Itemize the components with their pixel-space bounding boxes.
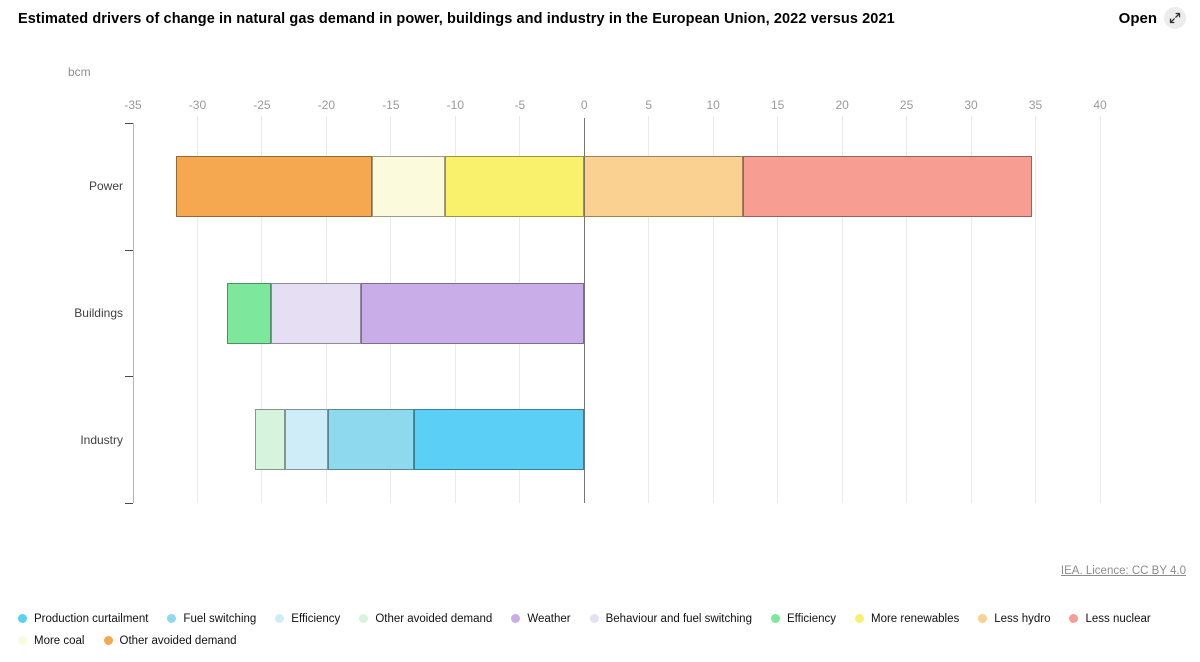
y-axis-tick [125, 123, 133, 124]
bar-segment-weather[interactable] [361, 282, 585, 344]
bar-segment-production-curtailment[interactable] [414, 409, 585, 471]
chart-legend: Production curtailment Fuel switching Effi… [18, 609, 1194, 650]
x-axis-tick-label: -5 [514, 98, 526, 112]
chart-title: Estimated drivers of change in natural g… [18, 11, 895, 27]
legend-dot [359, 614, 369, 623]
x-axis-tick-label: -20 [317, 98, 336, 112]
legend-dot [18, 614, 27, 623]
x-axis-tick-label: -25 [253, 98, 271, 112]
legend-label: Other avoided demand [375, 612, 493, 625]
x-axis-tick-label: 30 [964, 98, 978, 112]
legend-label: Weather [527, 612, 571, 625]
x-axis-tick-label: 15 [770, 98, 785, 112]
category-label-industry: Industry [80, 432, 123, 447]
legend-item-fuel-switching[interactable]: Fuel switching [167, 609, 256, 628]
legend-item-behaviour-and-fuel-switching[interactable]: Behaviour and fuel switching [589, 609, 752, 628]
bar-segment-behaviour-and-fuel-switching[interactable] [270, 282, 362, 344]
gridline [841, 116, 843, 503]
legend-label: Less nuclear [1085, 612, 1151, 625]
legend-label: Other avoided demand [119, 634, 237, 647]
bar-segment-fuel-switching[interactable] [327, 409, 415, 471]
legend-label: Behaviour and fuel switching [605, 612, 752, 625]
legend-dot [511, 614, 521, 623]
legend-label: Efficiency [786, 612, 836, 625]
legend-item-weather[interactable]: Weather [511, 609, 571, 628]
y-axis-tick [125, 376, 133, 378]
x-axis-tick-label: -10 [446, 98, 464, 112]
x-axis-tick-label: 20 [835, 98, 849, 112]
category-label-buildings: Buildings [74, 306, 123, 320]
legend-label: Less hydro [994, 612, 1051, 625]
x-axis-tick-label: -30 [188, 98, 207, 112]
legend-dot [770, 614, 780, 623]
legend-item-more-renewables[interactable]: More renewables [855, 609, 959, 628]
x-axis-tick-label: -35 [124, 98, 142, 112]
x-axis-tick-label: -15 [382, 98, 400, 112]
bar-segment-other-avoided-demand[interactable] [175, 155, 372, 217]
legend-label: More renewables [871, 612, 960, 625]
legend-item-efficiency[interactable]: Efficiency [770, 609, 836, 628]
bar-segment-efficiency[interactable] [285, 409, 328, 471]
legend-label: Fuel switching [183, 612, 257, 625]
bar-segment-less-hydro[interactable] [584, 155, 743, 217]
y-axis-line [133, 123, 134, 503]
licence-link[interactable]: IEA. Licence: CC BY 4.0 [1060, 565, 1186, 577]
x-axis-tick-label: 35 [1028, 98, 1043, 112]
legend-dot [1069, 614, 1079, 623]
category-label-power: Power [88, 179, 123, 194]
bar-segment-less-nuclear[interactable] [742, 155, 1032, 217]
legend-dot [589, 614, 599, 623]
legend-dot [103, 636, 113, 645]
x-axis-tick-label: 5 [645, 98, 653, 112]
gridline [196, 116, 198, 503]
gridline [648, 116, 650, 503]
legend-label: Production curtailment [34, 612, 149, 625]
x-axis-tick-label: 0 [580, 98, 588, 112]
gridline [777, 116, 779, 503]
bar-segment-more-coal[interactable] [371, 155, 445, 217]
legend-item-other-avoided-demand[interactable]: Other avoided demand [359, 609, 492, 628]
y-axis-tick [125, 249, 133, 251]
expand-icon [1164, 7, 1186, 29]
gridline [1099, 116, 1101, 503]
legend-item-less-nuclear[interactable]: Less nuclear [1069, 609, 1151, 628]
legend-label: More coal [34, 634, 85, 647]
x-axis-tick-label: 40 [1093, 98, 1107, 112]
legend-dot [167, 614, 177, 623]
bar-segment-efficiency[interactable] [227, 282, 271, 344]
y-axis-tick [125, 503, 133, 504]
open-button[interactable]: Open [1119, 7, 1186, 29]
legend-dot [978, 614, 988, 623]
x-axis-tick-label: 25 [899, 98, 914, 112]
legend-dot [855, 614, 864, 623]
gridline [1035, 116, 1037, 503]
legend-item-efficiency[interactable]: Efficiency [275, 609, 340, 628]
legend-item-other-avoided-demand[interactable]: Other avoided demand [103, 631, 237, 650]
x-axis-tick-label: 10 [706, 98, 720, 112]
zero-axis-line [583, 118, 586, 503]
bar-segment-more-renewables[interactable] [445, 155, 585, 217]
legend-dot [275, 614, 285, 623]
legend-item-production-curtailment[interactable]: Production curtailment [18, 609, 148, 628]
legend-item-more-coal[interactable]: More coal [18, 631, 85, 650]
legend-label: Efficiency [291, 612, 341, 625]
gridline [712, 116, 714, 503]
y-axis-unit-label: bcm [68, 65, 91, 79]
gridline [906, 116, 908, 503]
open-button-label: Open [1118, 9, 1157, 27]
gridline [970, 116, 972, 503]
legend-dot [18, 636, 27, 645]
legend-item-less-hydro[interactable]: Less hydro [978, 609, 1050, 628]
bar-segment-other-avoided-demand[interactable] [255, 409, 286, 471]
